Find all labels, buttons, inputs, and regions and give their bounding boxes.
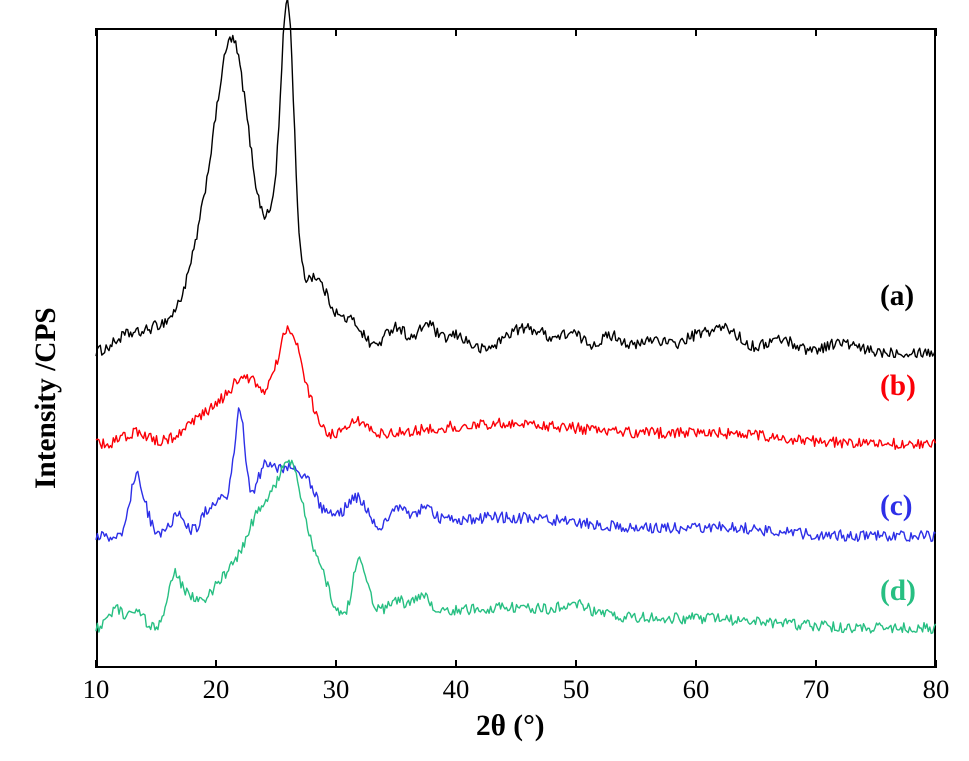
x-tick: [95, 660, 97, 668]
x-tick-top: [95, 28, 97, 36]
series-label-b: (b): [880, 370, 916, 403]
x-tick-top: [815, 28, 817, 36]
x-tick-label: 10: [83, 674, 110, 705]
x-tick-label: 70: [803, 674, 830, 705]
xrd-figure: Intensity /CPS 2θ (°) 10 20 30 40 50 60 70 80 (a…: [0, 0, 969, 761]
x-tick-label: 20: [203, 674, 230, 705]
series-label-d: (d): [880, 575, 916, 608]
x-tick-top: [695, 28, 697, 36]
series-c: [96, 408, 936, 541]
spectra-svg: [0, 0, 969, 761]
x-tick-label: 80: [923, 674, 950, 705]
x-tick-top: [455, 28, 457, 36]
x-tick: [935, 660, 937, 668]
series-label-a: (a): [880, 280, 914, 313]
x-axis-label: 2θ (°): [476, 710, 545, 743]
x-tick: [695, 660, 697, 668]
x-tick-label: 30: [323, 674, 350, 705]
x-tick-top: [215, 28, 217, 36]
x-tick: [455, 660, 457, 668]
x-tick: [575, 660, 577, 668]
series-label-c: (c): [880, 490, 913, 523]
y-axis-label: Intensity /CPS: [30, 307, 63, 489]
x-tick-top: [575, 28, 577, 36]
series-b: [96, 326, 936, 449]
x-tick-label: 50: [563, 674, 590, 705]
x-tick: [815, 660, 817, 668]
series-a: [96, 0, 936, 357]
x-tick-top: [335, 28, 337, 36]
x-tick: [215, 660, 217, 668]
x-tick-label: 40: [443, 674, 470, 705]
x-tick-top: [935, 28, 937, 36]
x-tick-label: 60: [683, 674, 710, 705]
series-d: [96, 460, 936, 633]
x-tick: [335, 660, 337, 668]
